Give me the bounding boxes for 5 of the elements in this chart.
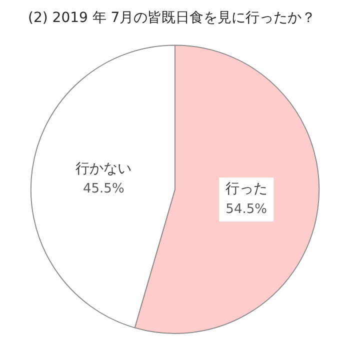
slice-label: 行った	[225, 181, 268, 198]
slice-label: 行かない	[76, 160, 132, 177]
data-label: 45.5%	[83, 182, 124, 197]
data-label: 54.5%	[226, 202, 267, 217]
chart-title: (2) 2019 年 7月の皆既日食を見に行ったか？	[28, 10, 316, 26]
